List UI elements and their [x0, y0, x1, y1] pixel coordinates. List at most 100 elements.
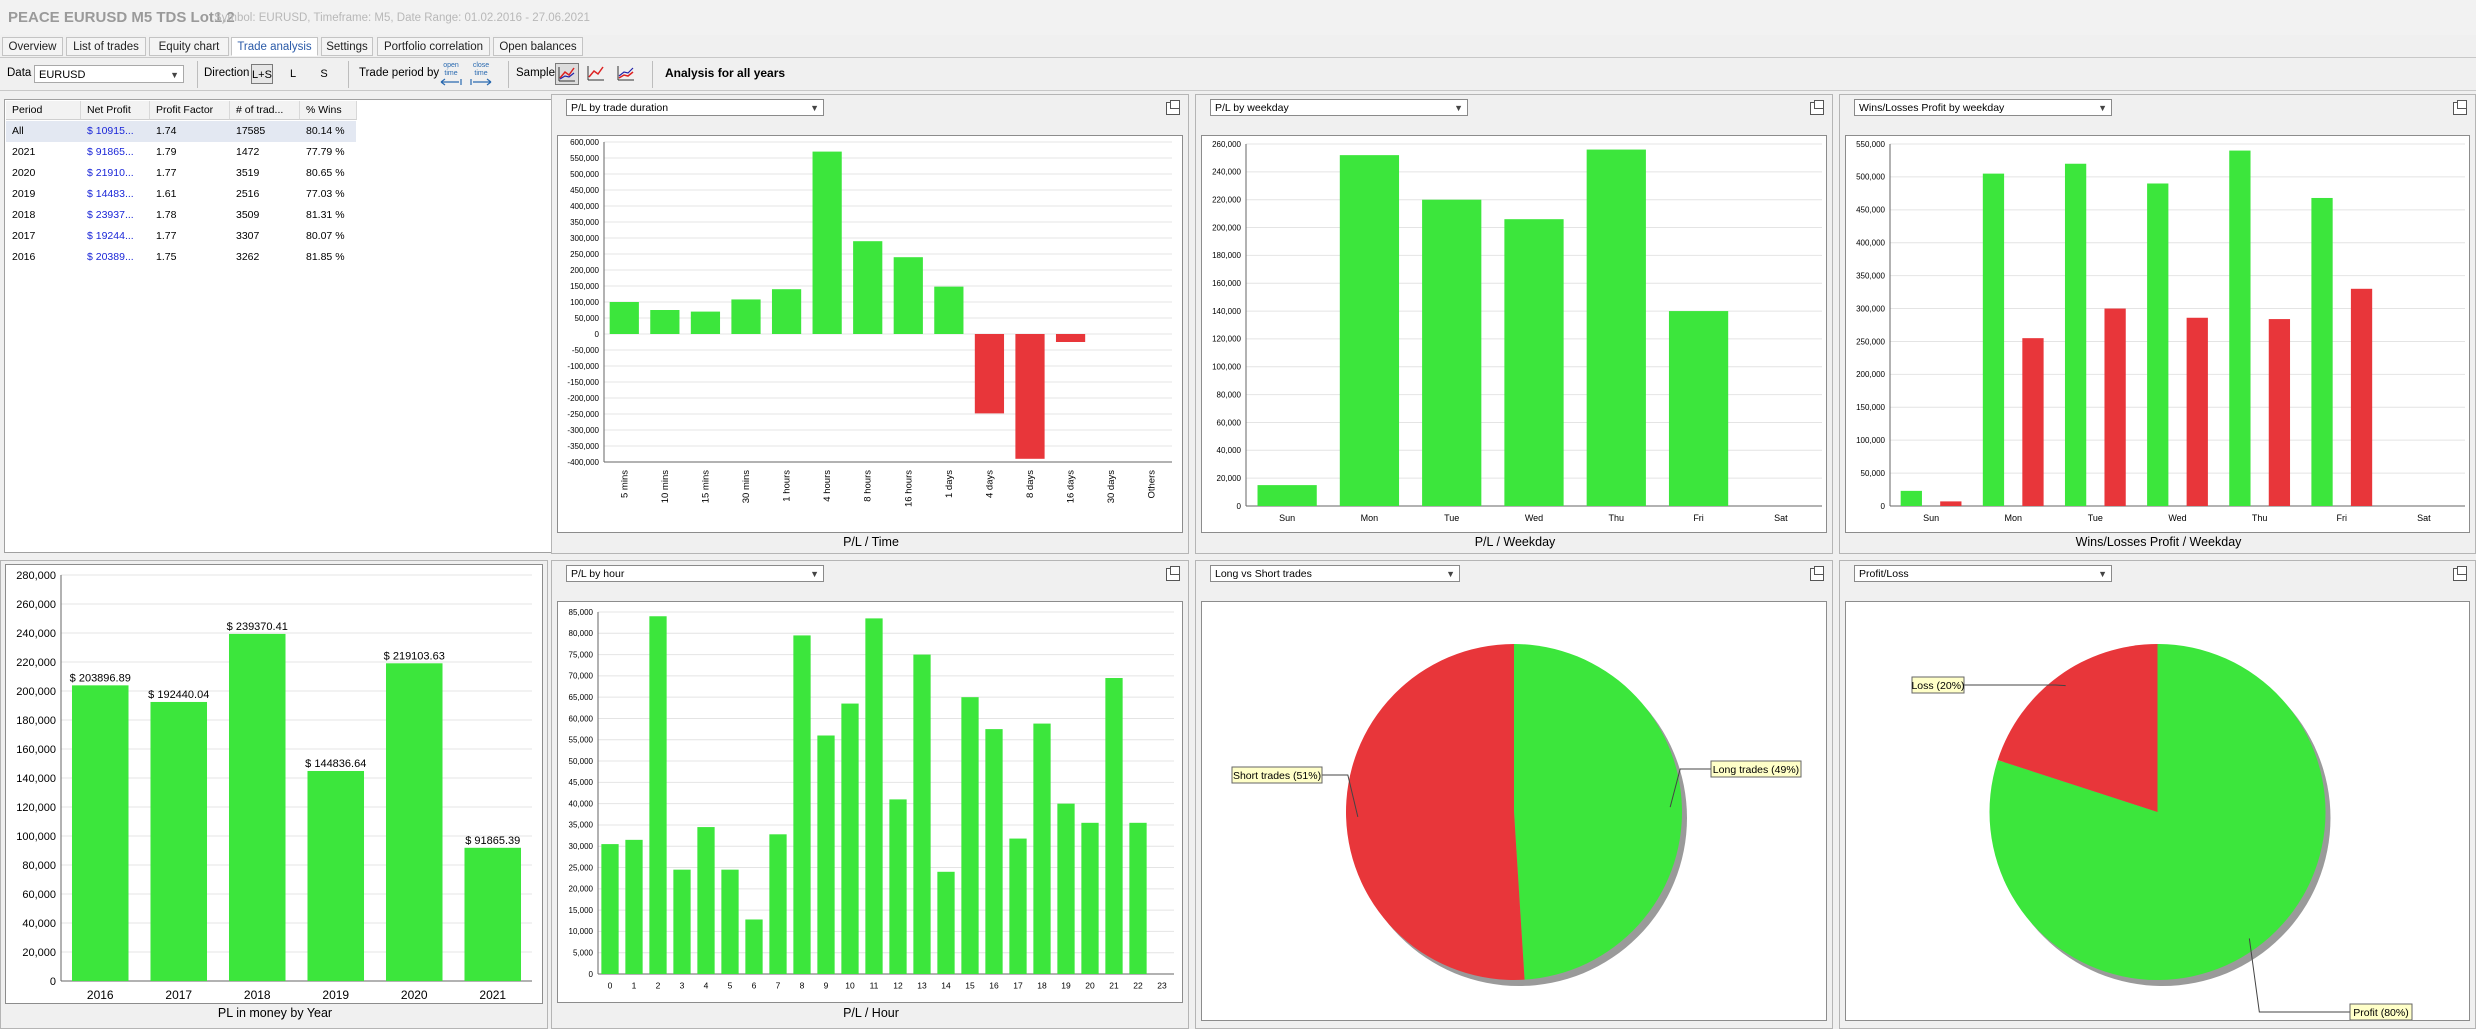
- y-tick-label: 45,000: [569, 778, 594, 787]
- maximize-icon[interactable]: [1810, 566, 1824, 581]
- direction-l-button[interactable]: L: [289, 68, 297, 80]
- bar: [2311, 197, 2333, 506]
- y-tick-label: 160,000: [16, 744, 56, 756]
- x-tick-label: 10 mins: [660, 470, 671, 504]
- x-tick-label: 2021: [479, 988, 506, 1002]
- bar: [2022, 338, 2044, 506]
- chart-type-select[interactable]: Wins/Losses Profit by weekday ▼: [1854, 99, 2112, 116]
- maximize-icon[interactable]: [1810, 100, 1824, 115]
- sample-in-button[interactable]: [585, 63, 609, 85]
- tab-overview[interactable]: Overview: [2, 37, 63, 56]
- sample-all-button[interactable]: [555, 63, 579, 85]
- column-header-profit-factor[interactable]: Profit Factor: [150, 101, 230, 120]
- direction-s-button[interactable]: S: [320, 68, 328, 80]
- table-row[interactable]: 2017 $ 19244... 1.77 3307 80.07 %: [6, 226, 356, 247]
- y-tick-label: 50,000: [569, 757, 594, 766]
- x-tick-label: 16 hours: [903, 470, 914, 507]
- maximize-icon[interactable]: [2453, 566, 2467, 581]
- x-tick-label: Sun: [1279, 513, 1295, 523]
- bar: [1055, 334, 1086, 342]
- x-tick-label: Thu: [1609, 513, 1625, 523]
- maximize-icon[interactable]: [2453, 100, 2467, 115]
- y-tick-label: 100,000: [570, 298, 599, 307]
- column-header-net-profit[interactable]: Net Profit: [81, 101, 150, 120]
- y-tick-label: 200,000: [16, 686, 56, 698]
- column-header-period[interactable]: Period: [6, 101, 81, 120]
- data-label: $ 192440.04: [148, 689, 209, 701]
- y-tick-label: 550,000: [1856, 140, 1885, 149]
- bar: [1057, 803, 1075, 974]
- slice-label-box: [2349, 1003, 2413, 1020]
- close-time-button[interactable]: close time: [468, 62, 494, 86]
- x-tick-label: 12: [893, 981, 903, 991]
- bar: [934, 286, 964, 334]
- direction-ls-button[interactable]: L+S: [251, 64, 273, 84]
- bar: [974, 334, 1005, 414]
- chart-profit-loss: Profit (80%) Loss (20%): [1845, 601, 2470, 1021]
- table-row[interactable]: 2020 $ 21910... 1.77 3519 80.65 %: [6, 163, 356, 184]
- y-tick-label: 100,000: [1212, 363, 1241, 372]
- column-header-wins[interactable]: % Wins: [300, 101, 357, 120]
- y-tick-label: 20,000: [22, 947, 56, 959]
- chart-type-select[interactable]: P/L by trade duration ▼: [566, 99, 824, 116]
- data-select[interactable]: EURUSD ▼: [34, 65, 184, 83]
- table-row[interactable]: All $ 10915... 1.74 17585 80.14 %: [6, 121, 356, 142]
- pie-slice: [1514, 644, 1683, 980]
- y-tick-label: 200,000: [570, 266, 599, 275]
- bar: [865, 618, 883, 974]
- sample-label: Sample: [516, 67, 555, 79]
- x-tick-label: 13: [917, 981, 927, 991]
- bar: [1982, 173, 2005, 507]
- chart-svg: Long trades (49%) Short trades (51%): [1231, 644, 1802, 986]
- table-cell: 2020: [12, 167, 36, 179]
- chart-type-select-value: Long vs Short trades: [1215, 568, 1312, 580]
- bar: [721, 869, 739, 974]
- panel-wins-losses-by-weekday: Wins/Losses Profit by weekday ▼ 550,000 50…: [1839, 94, 2476, 554]
- tab-trade-analysis[interactable]: Trade analysis: [231, 37, 318, 56]
- table-cell: $ 10915...: [87, 125, 134, 137]
- y-tick-label: 40,000: [569, 799, 594, 808]
- tab-portfolio-correlation[interactable]: Portfolio correlation: [377, 37, 490, 56]
- data-label: $ 203896.89: [70, 672, 131, 684]
- table-row[interactable]: 2018 $ 23937... 1.78 3509 81.31 %: [6, 205, 356, 226]
- maximize-icon[interactable]: [1166, 100, 1180, 115]
- close-time-label: close time: [472, 62, 490, 77]
- table-cell: $ 91865...: [87, 146, 134, 158]
- slice-label-box: [1911, 676, 1965, 694]
- maximize-icon[interactable]: [1166, 566, 1180, 581]
- chart-type-select[interactable]: Profit/Loss ▼: [1854, 565, 2112, 582]
- x-tick-label: 23: [1157, 981, 1167, 991]
- y-tick-label: 20,000: [569, 885, 594, 894]
- bar: [1586, 149, 1646, 507]
- x-tick-label: 9: [824, 981, 829, 991]
- bar: [601, 844, 619, 974]
- table-row[interactable]: 2016 $ 20389... 1.75 3262 81.85 %: [6, 247, 356, 268]
- chart-type-select[interactable]: P/L by weekday ▼: [1210, 99, 1468, 116]
- bar: [609, 302, 639, 334]
- bar: [985, 729, 1003, 974]
- bar: [2186, 317, 2208, 506]
- sample-out-button[interactable]: [615, 63, 639, 85]
- column-header-trades[interactable]: # of trad...: [230, 101, 300, 120]
- table-row[interactable]: 2019 $ 14483... 1.61 2516 77.03 %: [6, 184, 356, 205]
- chart-type-select-value: P/L by weekday: [1215, 102, 1289, 114]
- y-tick-label: 0: [589, 970, 594, 979]
- bar: [841, 703, 859, 974]
- table-cell: 2021: [12, 146, 36, 158]
- bar: [1504, 219, 1564, 506]
- x-tick-label: 2019: [322, 988, 349, 1002]
- x-tick-label: 20: [1085, 981, 1095, 991]
- bar: [464, 847, 522, 981]
- tab-settings[interactable]: Settings: [321, 37, 373, 56]
- tab-equity-chart[interactable]: Equity chart: [149, 37, 229, 56]
- tab-open-balances[interactable]: Open balances: [493, 37, 583, 56]
- open-time-button[interactable]: open time: [438, 62, 464, 86]
- chart-type-select[interactable]: P/L by hour ▼: [566, 565, 824, 582]
- table-row[interactable]: 2021 $ 91865... 1.79 1472 77.79 %: [6, 142, 356, 163]
- chevron-down-icon: ▼: [2098, 569, 2107, 579]
- chart-type-select[interactable]: Long vs Short trades ▼: [1210, 565, 1460, 582]
- bar: [2268, 319, 2291, 506]
- chart-icon: [558, 67, 575, 82]
- tab-list-of-trades[interactable]: List of trades: [66, 37, 146, 56]
- y-tick-label: 350,000: [1856, 271, 1885, 280]
